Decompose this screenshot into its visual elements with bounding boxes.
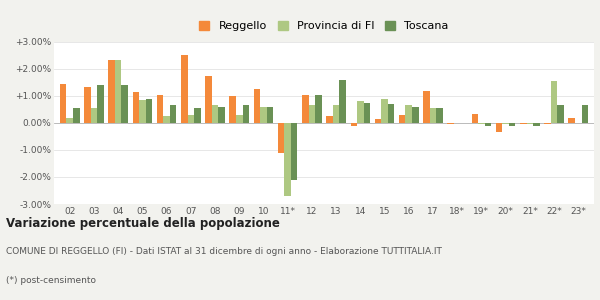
Bar [388, 104, 394, 123]
Bar [194, 108, 200, 123]
Text: Variazione percentuale della popolazione: Variazione percentuale della popolazione [6, 218, 280, 230]
Bar [350, 123, 357, 126]
Bar [73, 108, 80, 123]
Bar [315, 94, 322, 123]
Bar [557, 105, 564, 123]
Bar [502, 123, 509, 124]
Bar [284, 123, 291, 196]
Bar [260, 107, 267, 123]
Bar [302, 94, 308, 123]
Bar [520, 123, 527, 124]
Bar [533, 123, 539, 126]
Bar [568, 118, 575, 123]
Bar [496, 123, 502, 132]
Bar [381, 99, 388, 123]
Bar [115, 59, 121, 123]
Bar [430, 108, 436, 123]
Bar [326, 116, 333, 123]
Bar [163, 116, 170, 123]
Bar [157, 94, 163, 123]
Bar [267, 107, 273, 123]
Bar [181, 56, 188, 123]
Bar [236, 115, 242, 123]
Text: (*) post-censimento: (*) post-censimento [6, 276, 96, 285]
Bar [340, 80, 346, 123]
Bar [472, 113, 478, 123]
Bar [133, 92, 139, 123]
Bar [121, 85, 128, 123]
Bar [229, 96, 236, 123]
Bar [509, 123, 515, 126]
Bar [551, 81, 557, 123]
Bar [60, 84, 67, 123]
Text: COMUNE DI REGGELLO (FI) - Dati ISTAT al 31 dicembre di ogni anno - Elaborazione : COMUNE DI REGGELLO (FI) - Dati ISTAT al … [6, 248, 442, 256]
Bar [485, 123, 491, 126]
Bar [448, 123, 454, 124]
Bar [544, 123, 551, 124]
Bar [333, 105, 340, 123]
Bar [291, 123, 298, 180]
Bar [357, 101, 364, 123]
Legend: Reggello, Provincia di FI, Toscana: Reggello, Provincia di FI, Toscana [197, 18, 451, 33]
Bar [205, 76, 212, 123]
Bar [308, 105, 315, 123]
Bar [84, 86, 91, 123]
Bar [188, 115, 194, 123]
Bar [91, 108, 97, 123]
Bar [218, 107, 225, 123]
Bar [67, 118, 73, 123]
Bar [364, 103, 370, 123]
Bar [436, 108, 443, 123]
Bar [139, 100, 146, 123]
Bar [109, 59, 115, 123]
Bar [242, 105, 249, 123]
Bar [170, 105, 176, 123]
Bar [581, 105, 588, 123]
Bar [423, 91, 430, 123]
Bar [406, 105, 412, 123]
Bar [212, 105, 218, 123]
Bar [412, 107, 419, 123]
Bar [254, 89, 260, 123]
Bar [146, 99, 152, 123]
Bar [375, 119, 381, 123]
Bar [478, 123, 485, 124]
Bar [527, 123, 533, 124]
Bar [97, 85, 104, 123]
Bar [399, 115, 406, 123]
Bar [278, 123, 284, 153]
